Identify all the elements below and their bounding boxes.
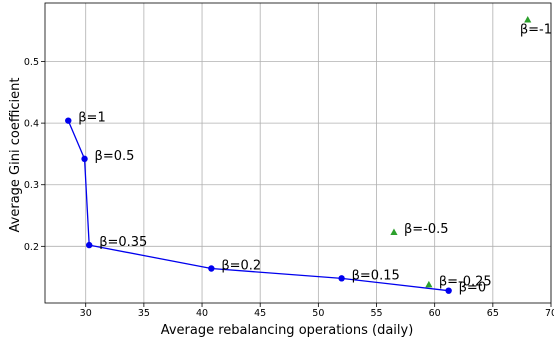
x-tick-label: 65 <box>487 308 499 319</box>
y-tick-label: 0.2 <box>24 242 39 253</box>
data-label: β=1 <box>78 111 105 126</box>
axes <box>41 2 552 307</box>
y-axis-label: Average Gini coefficient <box>8 78 23 233</box>
x-tick-label: 45 <box>254 308 266 319</box>
x-tick-label: 40 <box>196 308 208 319</box>
data-label: β=0.35 <box>99 235 147 250</box>
x-tick-label: 50 <box>312 308 324 319</box>
data-point <box>65 117 72 124</box>
data-label: β=0.15 <box>352 268 400 283</box>
y-tick-label: 0.5 <box>24 57 39 68</box>
data-point <box>445 287 452 294</box>
plot-frame <box>44 2 552 304</box>
data-point <box>390 228 398 236</box>
x-tick-label: 35 <box>138 308 150 319</box>
y-tick-label: 0.4 <box>24 119 39 130</box>
data-label: β=0.2 <box>221 259 261 274</box>
data-label: β=0 <box>459 281 486 296</box>
data-point <box>524 16 532 23</box>
data-point <box>425 280 433 288</box>
data-label: β=-0.25 <box>439 275 492 290</box>
data-point <box>81 155 88 163</box>
data-label: β=-1 <box>520 23 552 38</box>
x-tick-label: 70 <box>545 308 554 319</box>
data-point <box>86 241 93 249</box>
x-tick-label: 60 <box>429 308 441 319</box>
y-tick-label: 0.3 <box>24 180 39 191</box>
point-labels: β=1 β=0.5 β=0.35 β=0.2 β=0.15 β=0β=-0.25 β=-0.… <box>78 23 552 296</box>
x-tick-label: 55 <box>370 308 382 319</box>
x-tick-label: 30 <box>80 308 92 319</box>
data-label: β=0.5 <box>95 149 135 164</box>
data-point <box>208 265 215 272</box>
data-label: β=-0.5 <box>404 222 449 237</box>
series-line <box>67 120 449 292</box>
grid <box>45 3 552 303</box>
tick-labels: 30 35 40 45 50 55 60 65 70 0.2 0.3 0.4 0.5 <box>24 57 554 319</box>
data-series <box>65 16 532 294</box>
x-axis-label: Average rebalancing operations (daily) <box>161 323 414 338</box>
data-point <box>338 275 345 282</box>
